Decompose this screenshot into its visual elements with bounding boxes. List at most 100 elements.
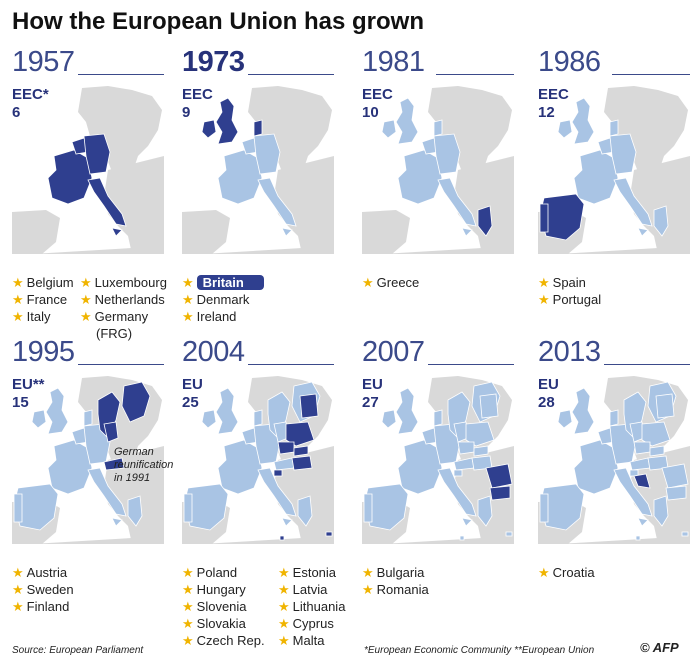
country-denmark — [433, 119, 443, 137]
year-label: 1995 — [12, 336, 75, 368]
country-italy — [613, 467, 653, 517]
country-romania — [661, 463, 689, 489]
country-austria — [103, 457, 125, 471]
star-icon: ★ — [182, 309, 194, 324]
country-item: ★ Netherlands — [80, 291, 167, 308]
country-greece — [127, 495, 143, 527]
country-item: ★ Croatia — [538, 564, 595, 581]
country-name: Bulgaria — [376, 565, 425, 580]
panel-2007: 2007 EU 27 ★ Bulgaria ★ Romania — [362, 336, 514, 646]
footnote: *European Economic Community **European … — [364, 645, 595, 656]
country-ireland — [201, 409, 217, 429]
country-slovenia — [629, 469, 639, 477]
country-list: ★ Estonia ★ Latvia ★ Lithuania ★ Cyprus ★ Malta — [278, 564, 345, 649]
country-eastgermany — [103, 421, 119, 443]
year-label: 1973 — [182, 46, 245, 78]
star-icon: ★ — [12, 599, 24, 614]
country-poland — [285, 421, 315, 447]
country-italy — [437, 467, 477, 517]
country-czech — [457, 441, 475, 455]
country-item: ★ Lithuania — [278, 598, 345, 615]
year-underline — [604, 364, 690, 365]
country-slovakia — [649, 445, 665, 457]
country-uk — [215, 97, 239, 145]
country-uk — [571, 387, 595, 435]
country-czech — [277, 441, 295, 455]
country-greece — [653, 205, 669, 237]
country-name: Germany — [94, 309, 149, 324]
country-name: Romania — [376, 582, 429, 597]
country-greece — [477, 205, 493, 237]
country-sicily — [461, 227, 473, 237]
country-sicily — [281, 227, 293, 237]
organisation-label: EEC* — [12, 86, 49, 103]
country-list: ★ Britain ★ Denmark ★ Ireland — [182, 274, 264, 325]
year-label: 1957 — [12, 46, 75, 78]
member-count: 9 — [182, 104, 191, 121]
country-france — [573, 439, 619, 495]
country-germany — [609, 133, 637, 175]
country-denmark — [433, 409, 443, 427]
member-count: 10 — [362, 104, 379, 121]
country-france — [47, 439, 93, 495]
country-denmark — [253, 119, 263, 137]
year-underline — [78, 74, 164, 75]
country-name: Portugal — [552, 292, 602, 307]
star-icon: ★ — [12, 309, 24, 324]
country-france — [573, 149, 619, 205]
country-name: Malta — [292, 633, 325, 648]
star-icon: ★ — [12, 582, 24, 597]
country-germany — [433, 133, 461, 175]
country-italy — [87, 177, 127, 227]
country-list: ★ Austria ★ Sweden ★ Finland — [12, 564, 74, 615]
panel-2004: 2004 EU 25 ★ Poland ★ Hungary ★ Slovenia ★ Slovaki… — [182, 336, 345, 648]
country-greece — [653, 495, 669, 527]
country-germany — [83, 133, 111, 175]
country-portugal — [539, 203, 549, 233]
country-austria — [273, 457, 295, 471]
star-icon: ★ — [278, 633, 290, 648]
star-icon: ★ — [80, 292, 92, 307]
star-icon: ★ — [362, 582, 374, 597]
star-icon: ★ — [278, 582, 290, 597]
country-item: ★ Greece — [362, 274, 419, 291]
country-item: ★ Denmark — [182, 291, 264, 308]
year-label: 2004 — [182, 336, 245, 368]
year-underline — [612, 74, 690, 75]
organisation-label: EU — [182, 376, 203, 393]
country-name: Slovakia — [196, 616, 246, 631]
country-finland — [121, 381, 151, 423]
year-row: 1973 — [182, 46, 334, 78]
star-icon: ★ — [182, 565, 194, 580]
country-name: Croatia — [552, 565, 595, 580]
country-ireland — [381, 409, 397, 429]
country-item: ★ Austria — [12, 564, 74, 581]
country-uk — [395, 387, 419, 435]
star-icon: ★ — [362, 275, 374, 290]
member-count: 28 — [538, 394, 555, 411]
country-item: ★ Germany — [80, 308, 167, 325]
country-portugal — [13, 493, 23, 523]
country-name: (FRG) — [96, 326, 133, 341]
country-austria — [629, 457, 651, 471]
country-item: ★ Ireland — [182, 308, 264, 325]
country-item: ★ Portugal — [538, 291, 601, 308]
star-icon: ★ — [538, 292, 550, 307]
country-portugal — [183, 493, 193, 523]
page-title: How the European Union has grown — [12, 8, 425, 35]
country-name: Spain — [552, 275, 586, 290]
year-row: 1995 — [12, 336, 164, 368]
country-france — [397, 439, 443, 495]
country-name: Britain — [196, 275, 264, 290]
country-slovakia — [473, 445, 489, 457]
star-icon: ★ — [182, 599, 194, 614]
europe-map-2004 — [182, 376, 334, 544]
year-underline — [428, 364, 514, 365]
country-greece — [477, 495, 493, 527]
organisation-label: EEC — [182, 86, 213, 103]
german-reunification-annotation: German reunification in 1991 — [114, 446, 173, 485]
panel-1973: 1973 EEC 9 ★ Britain ★ Denmark ★ Ireland — [182, 46, 334, 356]
panel-2013: 2013 EU 28 ★ Croatia — [538, 336, 690, 646]
country-italy — [257, 467, 297, 517]
star-icon: ★ — [538, 565, 550, 580]
